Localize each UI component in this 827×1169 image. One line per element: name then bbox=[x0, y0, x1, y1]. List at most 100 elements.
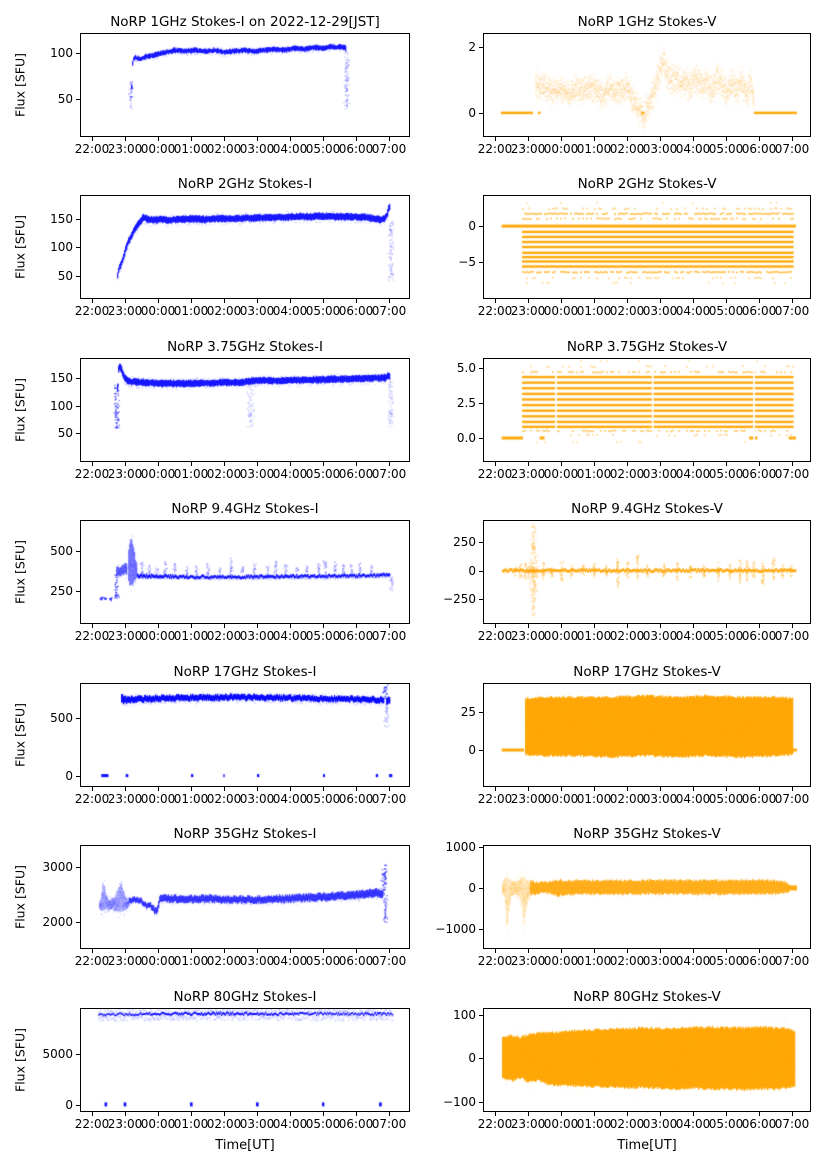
x-tick-mark bbox=[323, 624, 324, 628]
y-tick-label: 50 bbox=[57, 426, 73, 441]
x-tick-mark bbox=[693, 1112, 694, 1116]
x-tick-label: 00:00 bbox=[140, 629, 176, 643]
y-tick-label: 100 bbox=[50, 398, 73, 413]
x-tick-mark bbox=[92, 137, 93, 141]
x-tick-mark bbox=[224, 1112, 225, 1116]
x-tick-mark bbox=[759, 299, 760, 303]
x-tick-label: 07:00 bbox=[371, 142, 407, 156]
x-tick-label: 02:00 bbox=[206, 304, 242, 318]
x-tick-label: 00:00 bbox=[543, 629, 579, 643]
x-tick-mark bbox=[158, 299, 159, 303]
x-tick-mark bbox=[257, 624, 258, 628]
plot-canvas-3p75ghz-stokes-i bbox=[81, 359, 409, 461]
x-tick-mark bbox=[726, 299, 727, 303]
y-tick-mark bbox=[76, 1105, 80, 1106]
x-tick-label: 06:00 bbox=[338, 142, 374, 156]
axes-3p75ghz-stokes-v bbox=[483, 358, 811, 462]
x-tick-mark bbox=[693, 624, 694, 628]
x-tick-mark bbox=[627, 462, 628, 466]
x-tick-label: 07:00 bbox=[371, 954, 407, 968]
x-tick-label: 01:00 bbox=[173, 467, 209, 481]
x-tick-label: 02:00 bbox=[609, 792, 645, 806]
x-tick-mark bbox=[158, 137, 159, 141]
x-tick-label: 22:00 bbox=[477, 792, 513, 806]
x-tick-mark bbox=[495, 624, 496, 628]
x-tick-mark bbox=[290, 1112, 291, 1116]
x-tick-label: 23:00 bbox=[107, 142, 143, 156]
y-tick-label: 0 bbox=[468, 1051, 476, 1066]
x-tick-label: 05:00 bbox=[305, 629, 341, 643]
x-tick-mark bbox=[495, 137, 496, 141]
x-tick-label: 02:00 bbox=[206, 792, 242, 806]
plot-canvas-1ghz-stokes-v bbox=[484, 34, 810, 136]
y-tick-label: 0 bbox=[468, 743, 476, 758]
x-tick-mark bbox=[224, 787, 225, 791]
x-tick-label: 03:00 bbox=[239, 142, 275, 156]
x-tick-mark bbox=[693, 137, 694, 141]
x-tick-mark bbox=[323, 137, 324, 141]
y-tick-label: 0.0 bbox=[456, 431, 476, 446]
x-tick-label: 06:00 bbox=[338, 1117, 374, 1131]
x-tick-mark bbox=[660, 949, 661, 953]
x-tick-mark bbox=[726, 787, 727, 791]
x-tick-label: 00:00 bbox=[543, 792, 579, 806]
x-tick-mark bbox=[792, 299, 793, 303]
y-tick-mark bbox=[479, 712, 483, 714]
plot-canvas-9p4ghz-stokes-i bbox=[81, 521, 409, 623]
x-tick-label: 23:00 bbox=[510, 629, 546, 643]
y-tick-mark bbox=[76, 275, 80, 277]
chart-title: NoRP 1GHz Stokes-V bbox=[577, 14, 717, 30]
x-tick-mark bbox=[356, 949, 357, 953]
x-tick-mark bbox=[594, 949, 595, 953]
x-tick-label: 01:00 bbox=[576, 142, 612, 156]
x-tick-label: 03:00 bbox=[642, 629, 678, 643]
y-tick-mark bbox=[479, 570, 483, 572]
x-tick-mark bbox=[257, 462, 258, 466]
chart-title: NoRP 17GHz Stokes-I bbox=[173, 664, 317, 680]
x-tick-mark bbox=[495, 787, 496, 791]
x-tick-label: 01:00 bbox=[173, 792, 209, 806]
x-tick-label: 02:00 bbox=[609, 467, 645, 481]
x-tick-label: 07:00 bbox=[774, 792, 810, 806]
x-tick-label: 01:00 bbox=[576, 1117, 612, 1131]
y-tick-label: −100 bbox=[443, 1094, 476, 1109]
plot-canvas-2ghz-stokes-i bbox=[81, 196, 409, 298]
x-tick-label: 04:00 bbox=[272, 1117, 308, 1131]
x-tick-mark bbox=[158, 1112, 159, 1116]
x-tick-label: 06:00 bbox=[741, 792, 777, 806]
x-tick-mark bbox=[257, 137, 258, 141]
x-tick-label: 22:00 bbox=[74, 792, 110, 806]
y-tick-mark bbox=[76, 378, 80, 380]
x-tick-label: 05:00 bbox=[708, 467, 744, 481]
y-axis-label: Flux [SFU] bbox=[12, 378, 28, 442]
x-tick-label: 02:00 bbox=[609, 954, 645, 968]
x-tick-label: 06:00 bbox=[741, 1117, 777, 1131]
x-tick-label: 03:00 bbox=[642, 304, 678, 318]
x-tick-label: 07:00 bbox=[774, 1117, 810, 1131]
y-tick-label: 150 bbox=[50, 371, 73, 386]
y-tick-mark bbox=[76, 866, 80, 868]
x-tick-mark bbox=[290, 137, 291, 141]
y-tick-mark bbox=[479, 438, 483, 440]
x-tick-mark bbox=[191, 949, 192, 953]
x-tick-mark bbox=[726, 949, 727, 953]
x-tick-mark bbox=[660, 624, 661, 628]
x-tick-mark bbox=[528, 299, 529, 303]
x-tick-mark bbox=[627, 787, 628, 791]
x-tick-label: 07:00 bbox=[371, 304, 407, 318]
x-tick-mark bbox=[224, 299, 225, 303]
x-tick-mark bbox=[224, 949, 225, 953]
x-tick-mark bbox=[693, 949, 694, 953]
x-tick-label: 06:00 bbox=[338, 304, 374, 318]
y-tick-label: 150 bbox=[50, 211, 73, 226]
chart-title: NoRP 35GHz Stokes-V bbox=[573, 826, 721, 842]
y-tick-mark bbox=[76, 718, 80, 720]
x-tick-label: 05:00 bbox=[708, 792, 744, 806]
x-tick-mark bbox=[627, 299, 628, 303]
x-tick-label: 23:00 bbox=[510, 304, 546, 318]
x-tick-mark bbox=[561, 787, 562, 791]
x-tick-mark bbox=[389, 949, 390, 953]
x-tick-label: 05:00 bbox=[305, 467, 341, 481]
x-tick-label: 07:00 bbox=[774, 629, 810, 643]
x-tick-label: 03:00 bbox=[239, 467, 275, 481]
